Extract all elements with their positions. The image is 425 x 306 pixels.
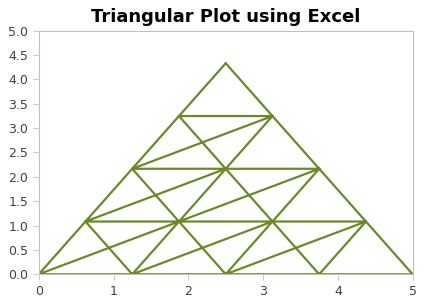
Title: Triangular Plot using Excel: Triangular Plot using Excel — [91, 8, 360, 26]
